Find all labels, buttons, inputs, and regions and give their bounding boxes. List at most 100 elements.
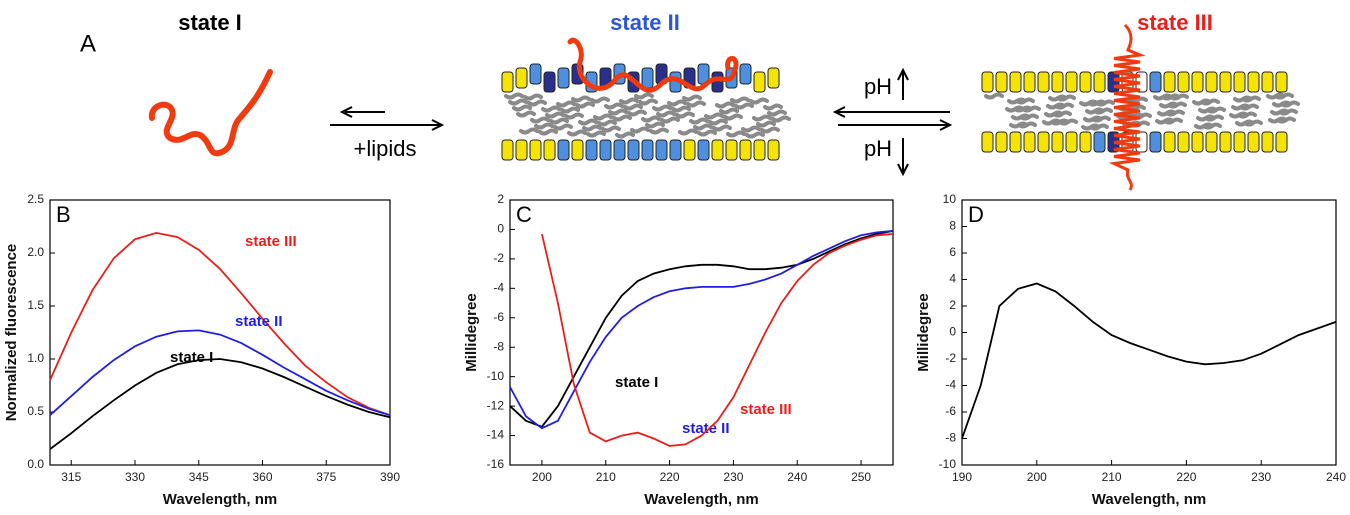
lipid-tail xyxy=(534,122,554,130)
lipid-head xyxy=(981,131,994,153)
y-tick-label: -10 xyxy=(939,457,957,471)
lipid-head xyxy=(655,139,668,161)
lipid-tail xyxy=(623,103,643,111)
series-label: state II xyxy=(682,420,730,437)
lipid-tail xyxy=(560,106,580,114)
x-tick-label: 190 xyxy=(952,470,972,484)
lipid-tail xyxy=(649,127,669,135)
y-tick-label: 0 xyxy=(949,325,956,339)
y-tick-label: 6 xyxy=(949,245,956,259)
lipid-head xyxy=(543,71,556,93)
lipid-tail xyxy=(726,130,746,138)
lipid-tail xyxy=(604,102,624,110)
lipid-tail xyxy=(1048,94,1068,102)
lipid-tail xyxy=(763,103,783,111)
lipid-tail xyxy=(734,102,754,110)
x-tick-label: 230 xyxy=(1251,470,1271,484)
lipid-tail xyxy=(512,104,532,112)
lipid-head xyxy=(683,139,696,161)
y-tick-label: -8 xyxy=(945,431,956,445)
lipid-tail xyxy=(578,118,598,126)
y-tick-label: -10 xyxy=(487,369,505,383)
lipid-tail xyxy=(667,99,687,107)
y-tick-label: -4 xyxy=(945,378,956,392)
lipid-head xyxy=(1275,71,1288,93)
x-tick-label: 220 xyxy=(660,470,680,484)
lipid-tail xyxy=(567,129,587,137)
lipid-head xyxy=(529,63,542,85)
lipid-tail xyxy=(756,120,776,128)
lipid-tail xyxy=(686,100,706,108)
lipid-head xyxy=(981,71,994,93)
y-tick-label: -2 xyxy=(945,351,956,365)
plot-frame xyxy=(49,199,391,466)
data-line xyxy=(49,231,391,417)
lipid-tail xyxy=(1192,98,1212,106)
y-tick-label: 2 xyxy=(497,192,504,206)
plot-frame xyxy=(509,199,894,466)
x-tick-label: 210 xyxy=(596,470,616,484)
lipid-tail xyxy=(538,128,558,136)
lipid-tail xyxy=(1083,115,1103,123)
x-tick-label: 375 xyxy=(316,470,336,484)
lipid-tail xyxy=(530,116,550,124)
lipid-tail xyxy=(760,126,780,134)
lipid-tail xyxy=(1007,97,1027,105)
lipid-head xyxy=(515,139,528,161)
lipid-tail xyxy=(527,99,547,107)
lipid-tail xyxy=(1042,118,1062,126)
lipid-head xyxy=(767,67,780,89)
lipid-tail xyxy=(556,100,576,108)
lipid-tail xyxy=(1005,105,1025,113)
lipid-head xyxy=(1191,131,1204,153)
series-label: state III xyxy=(245,233,297,250)
lipid-head xyxy=(1051,131,1064,153)
lipid-head xyxy=(1107,71,1120,93)
lipid-head xyxy=(1149,131,1162,153)
chart: 200 210 220 230 240 250 -16 -14 -12 -10 -8 -6 -4 -2 0 2… xyxy=(463,192,894,508)
lipid-tail xyxy=(1272,100,1292,108)
y-tick-label: 4 xyxy=(949,272,956,286)
lipid-head xyxy=(1051,71,1064,93)
lipid-head xyxy=(1023,71,1036,93)
lipid-head xyxy=(1079,131,1092,153)
chart: 315 330 345 360 375 390 0.0 0.5 1.0 1.5 2.0 2.5 B Wav… xyxy=(3,192,400,508)
lipid-tail xyxy=(619,97,639,105)
x-tick-label: 210 xyxy=(1102,470,1122,484)
lipid-tail xyxy=(984,92,1004,100)
lipid-head xyxy=(995,71,1008,93)
y-tick-label: 0.5 xyxy=(27,404,44,418)
x-tick-label: 230 xyxy=(723,470,743,484)
x-axis-label: Wavelength, nm xyxy=(163,491,277,508)
lipid-tail xyxy=(719,107,739,115)
y-tick-label: 2.5 xyxy=(27,192,44,206)
lipid-tail xyxy=(715,101,735,109)
lipid-head xyxy=(1233,71,1246,93)
lipid-head xyxy=(1219,71,1232,93)
data-line xyxy=(541,233,894,447)
lipid-tail xyxy=(553,123,573,131)
lipid-head xyxy=(1023,131,1036,153)
lipid-tail xyxy=(504,92,524,100)
lipid-tail xyxy=(627,109,647,117)
y-tick-label: 2 xyxy=(949,298,956,312)
lipid-tail xyxy=(749,97,769,105)
y-axis-label: Millidegree xyxy=(463,293,480,371)
y-tick-label: -4 xyxy=(493,281,504,295)
y-tick-label: 1.5 xyxy=(27,298,44,312)
x-tick-label: 240 xyxy=(1326,470,1346,484)
y-tick-label: -8 xyxy=(493,339,504,353)
lipid-tail xyxy=(508,98,528,106)
x-tick-label: 360 xyxy=(252,470,272,484)
lipid-tail xyxy=(597,119,617,127)
data-line xyxy=(509,230,894,428)
lipid-tail xyxy=(712,124,732,132)
series-label: state I xyxy=(615,374,658,391)
lipid-head xyxy=(1177,131,1190,153)
lipid-tail xyxy=(1011,113,1031,121)
lipid-tail xyxy=(660,116,680,124)
lipid-head xyxy=(515,67,528,89)
lipid-tail xyxy=(1153,93,1173,101)
lipid-tail xyxy=(1266,92,1286,100)
lipid-tail xyxy=(641,115,661,123)
